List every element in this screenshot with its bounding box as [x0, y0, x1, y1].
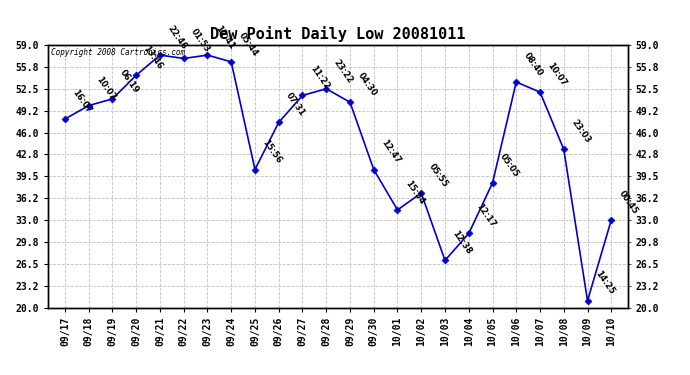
- Text: 11:22: 11:22: [308, 64, 331, 92]
- Text: 05:05: 05:05: [498, 152, 521, 179]
- Text: 05:44: 05:44: [237, 31, 259, 58]
- Text: 04:30: 04:30: [355, 71, 378, 98]
- Text: 07:31: 07:31: [284, 92, 307, 118]
- Text: 23:22: 23:22: [332, 57, 355, 85]
- Text: 05:55: 05:55: [427, 162, 449, 189]
- Text: 16:07: 16:07: [70, 88, 93, 115]
- Text: 12:38: 12:38: [451, 229, 473, 256]
- Text: 10:07: 10:07: [95, 75, 117, 101]
- Text: 13:46: 13:46: [141, 44, 164, 71]
- Text: 12:17: 12:17: [474, 202, 497, 229]
- Title: Dew Point Daily Low 20081011: Dew Point Daily Low 20081011: [210, 27, 466, 42]
- Text: 12:41: 12:41: [213, 24, 236, 51]
- Text: 12:47: 12:47: [380, 138, 402, 165]
- Text: 01:53: 01:53: [189, 27, 212, 54]
- Text: 15:56: 15:56: [261, 138, 284, 165]
- Text: 10:07: 10:07: [546, 61, 568, 88]
- Text: 00:45: 00:45: [617, 189, 640, 216]
- Text: 15:54: 15:54: [403, 178, 426, 206]
- Text: 23:03: 23:03: [569, 118, 592, 145]
- Text: Copyright 2008 Cartronics.com: Copyright 2008 Cartronics.com: [51, 48, 186, 57]
- Text: 06:19: 06:19: [118, 68, 141, 94]
- Text: 22:46: 22:46: [166, 24, 188, 51]
- Text: 08:40: 08:40: [522, 51, 544, 78]
- Text: 14:25: 14:25: [593, 269, 616, 297]
